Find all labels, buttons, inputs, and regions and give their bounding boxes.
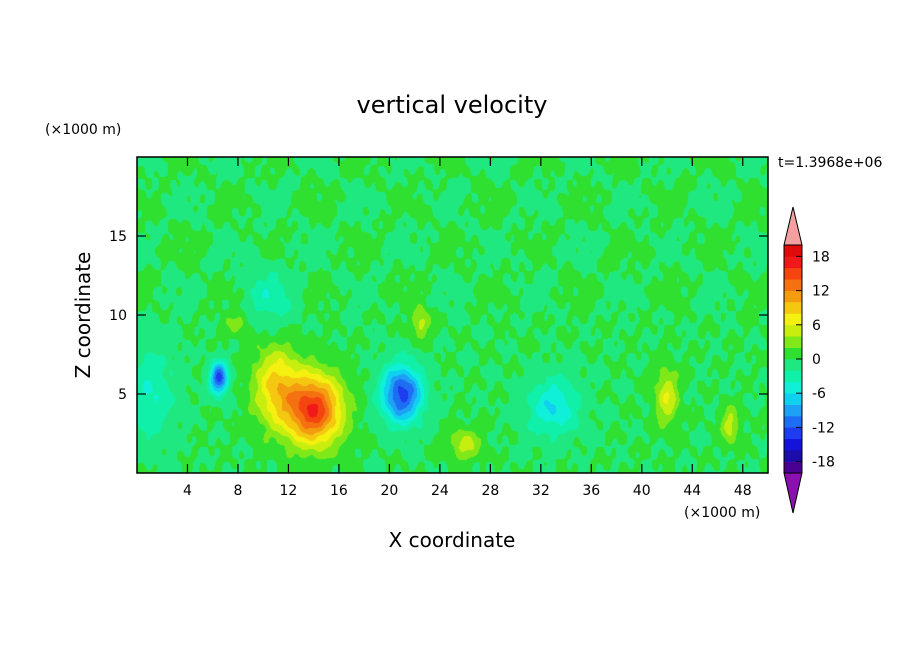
colorbar-segment (784, 416, 802, 428)
x-tick-label: 40 (633, 483, 651, 499)
colorbar-segment (784, 370, 802, 383)
x-tick-label: 12 (280, 483, 298, 499)
colorbar-segment (784, 381, 802, 394)
x-tick-label: 16 (330, 483, 348, 499)
colorbar-over-arrow (783, 206, 803, 246)
colorbar-segment (784, 302, 802, 314)
x-unit-label: (×1000 m) (684, 505, 760, 521)
colorbar-segment (784, 267, 802, 280)
colorbar-segment (784, 461, 802, 474)
y-tick-label: 5 (118, 387, 127, 403)
colorbar-tick-label: 0 (812, 352, 821, 368)
colorbar-segment (784, 324, 802, 337)
time-label: t=1.3968e+06 (778, 155, 882, 171)
x-tick-label: 24 (431, 483, 449, 499)
y-tick-label: 15 (109, 229, 127, 245)
colorbar-segment (784, 347, 802, 360)
y-axis: 5 10 15 (109, 229, 768, 403)
colorbar-segment (784, 336, 802, 348)
x-axis-label: X coordinate (389, 528, 516, 552)
x-tick-label: 28 (481, 483, 499, 499)
colorbar-segment (784, 290, 802, 303)
heatmap-field (137, 157, 768, 473)
colorbar-segment (784, 313, 802, 326)
colorbar-segment (784, 256, 802, 269)
colorbar-segment (784, 359, 802, 371)
x-tick-label: 36 (582, 483, 600, 499)
y-unit-label: (×1000 m) (45, 122, 121, 138)
colorbar-segment (784, 427, 802, 440)
x-axis: 4 8 12 16 20 24 28 32 36 40 44 48 (183, 157, 752, 499)
colorbar-segment (784, 450, 802, 462)
x-tick-label: 32 (532, 483, 550, 499)
x-tick-label: 8 (233, 483, 242, 499)
x-tick-label: 20 (380, 483, 398, 499)
x-tick-label: 44 (683, 483, 701, 499)
colorbar-segment (784, 393, 802, 405)
colorbar-tick-label: 18 (812, 249, 830, 265)
chart-title: vertical velocity (357, 91, 548, 119)
colorbar-segment (784, 438, 802, 451)
colorbar-under-arrow (783, 472, 803, 514)
plot-area (136, 156, 769, 474)
y-tick-label: 10 (109, 308, 127, 324)
colorbar-tick-label: 12 (812, 284, 830, 300)
colorbar-tick-label: -18 (812, 455, 835, 471)
colorbar: 18 12 6 0 -6 -12 -18 (783, 206, 835, 514)
colorbar-segment (784, 404, 802, 417)
x-tick-label: 4 (183, 483, 192, 499)
colorbar-segment (784, 279, 802, 291)
colorbar-segment (784, 245, 802, 257)
y-axis-label: Z coordinate (71, 252, 95, 379)
colorbar-tick-label: -6 (812, 386, 826, 402)
colorbar-tick-label: 6 (812, 318, 821, 334)
x-tick-label: 48 (734, 483, 752, 499)
colorbar-tick-label: -12 (812, 420, 835, 436)
